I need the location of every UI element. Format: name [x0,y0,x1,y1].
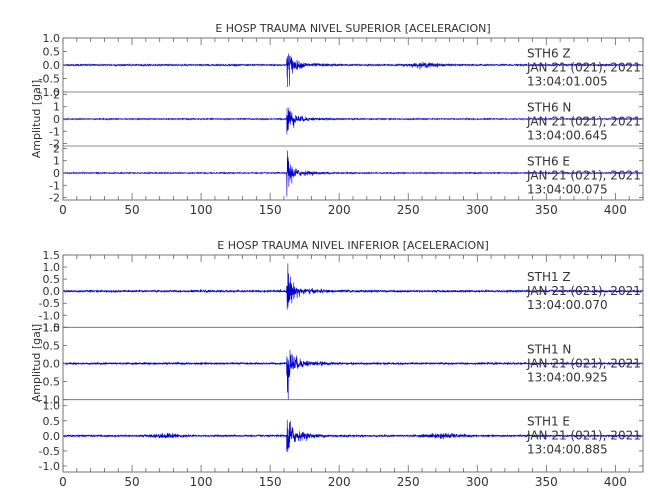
trace-date-label: JAN 21 (021), 2021 [526,356,641,370]
y-tick-label: -0.5 [39,73,60,86]
trace-time-label: 13:04:00.925 [527,370,608,384]
y-tick-label: 2 [53,142,60,155]
x-tick-label: 0 [59,203,67,217]
x-tick-label: 0 [59,475,67,489]
x-tick-label: 150 [259,203,282,217]
x-tick-label: 50 [124,203,139,217]
y-tick-label: -0.5 [39,445,60,458]
y-tick-label: -1 [49,125,60,138]
trace-station-label: STH6 N [527,100,571,114]
y-tick-label: 1.0 [43,261,61,274]
panel-title: E HOSP TRAUMA NIVEL INFERIOR [ACELERACIO… [217,239,488,252]
x-tick-label: 100 [190,203,213,217]
x-tick-label: 300 [466,203,489,217]
trace-time-label: 13:04:00.070 [527,298,608,312]
trace-station-label: STH6 E [527,154,570,168]
waveform-line [62,349,643,400]
y-tick-label: -1 [49,179,60,192]
y-axis-label: Amplitud [gal] [30,80,43,158]
y-tick-label: 0.0 [43,430,61,443]
y-tick-label: 0.0 [43,285,61,298]
y-tick-label: 1.0 [43,32,61,45]
x-tick-label: 400 [604,203,627,217]
y-tick-label: -1.0 [39,309,60,322]
trace-date-label: JAN 21 (021), 2021 [526,429,641,443]
y-tick-label: 0.0 [43,358,61,371]
trace-station-label: STH6 Z [527,46,571,60]
trace-date-label: JAN 21 (021), 2021 [526,60,641,74]
y-tick-label: 1 [53,155,60,168]
x-tick-label: 350 [535,203,558,217]
trace-station-label: STH1 N [527,342,571,356]
panel-inferior: E HOSP TRAUMA NIVEL INFERIOR [ACELERACIO… [30,239,644,489]
y-tick-label: 0.5 [43,339,61,352]
y-tick-label: 1.5 [43,249,61,262]
x-tick-label: 300 [466,475,489,489]
y-tick-label: -2 [49,138,60,151]
x-tick-label: 400 [604,475,627,489]
x-tick-label: 150 [259,475,282,489]
y-tick-label: -2 [49,192,60,205]
waveform-line [62,107,644,135]
panel-title: E HOSP TRAUMA NIVEL SUPERIOR [ACELERACIO… [215,22,490,35]
y-tick-label: 0.5 [43,273,61,286]
x-tick-label: 200 [328,203,351,217]
panel-superior: E HOSP TRAUMA NIVEL SUPERIOR [ACELERACIO… [30,22,644,217]
y-tick-label: 2 [53,88,60,101]
y-tick-label: 1.0 [43,321,61,334]
y-tick-label: -0.5 [39,297,60,310]
waveform-line [62,263,644,310]
trace-date-label: JAN 21 (021), 2021 [526,168,641,182]
waveform-line [62,420,644,453]
y-tick-label: 0.0 [43,59,61,72]
y-tick-label: 0 [53,167,60,180]
y-tick-label: 1.0 [43,400,61,413]
x-tick-label: 200 [328,475,351,489]
y-tick-label: 1 [53,101,60,114]
waveform-line [62,53,644,87]
trace-date-label: JAN 21 (021), 2021 [526,284,641,298]
trace-time-label: 13:04:00.885 [527,443,608,457]
x-tick-label: 250 [397,475,420,489]
y-tick-label: -1.0 [39,394,60,407]
trace-station-label: STH1 Z [527,270,571,284]
x-tick-label: 250 [397,203,420,217]
trace-time-label: 13:04:00.645 [527,128,608,142]
trace-date-label: JAN 21 (021), 2021 [526,114,641,128]
y-tick-label: -1.0 [39,460,60,473]
x-tick-label: 100 [190,475,213,489]
y-tick-label: 0.5 [43,415,61,428]
y-tick-label: 0 [53,113,60,126]
trace-time-label: 13:04:00.075 [527,182,608,196]
waveform-line [62,150,643,197]
x-tick-label: 350 [535,475,558,489]
y-tick-label: -1.0 [39,86,60,99]
y-tick-label: -1.5 [39,321,60,334]
y-tick-label: 0.5 [43,46,61,59]
y-axis-label: Amplitud [gal] [30,324,43,402]
trace-time-label: 13:04:01.005 [527,74,608,88]
trace-station-label: STH1 E [527,415,570,429]
y-tick-label: -0.5 [39,376,60,389]
x-tick-label: 50 [124,475,139,489]
